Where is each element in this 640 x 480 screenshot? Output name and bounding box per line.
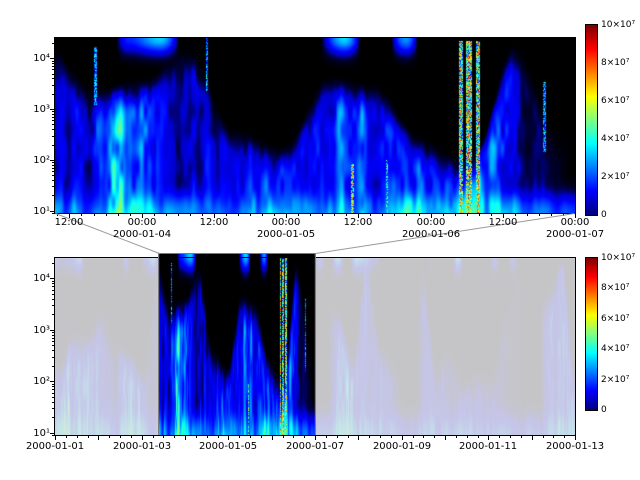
x-tick-time-label: 12:00 (199, 217, 229, 228)
x-tick-date-label: 2000-01-03 (112, 441, 172, 452)
x-tick-time-label: 12:00 (343, 217, 373, 228)
detail-heatmap (55, 38, 575, 213)
x-tick-time-label: 12:00 (54, 217, 84, 228)
colorbar-tick-label: 8×10⁷ (601, 58, 630, 68)
zoom-selection-region[interactable] (158, 253, 316, 435)
colorbar-tick-label: 6×10⁷ (601, 96, 630, 106)
colorbar-tick-label: 0 (601, 210, 607, 220)
y-tick-label: 10³ (33, 324, 50, 336)
x-tick-time-label: 00:00 (416, 217, 446, 228)
x-tick-date-label: 2000-01-05 (256, 229, 316, 240)
colorbar-tick-label: 2×10⁷ (601, 374, 630, 385)
colorbar-tick-label: 0 (601, 405, 607, 415)
x-tick-date-label: 2000-01-01 (25, 441, 85, 452)
x-tick-date-label: 2000-01-05 (198, 441, 258, 452)
y-tick-label: 10² (33, 375, 50, 387)
colorbar-tick-label: 10×10⁷ (601, 20, 636, 30)
colorbar-tick-label: 8×10⁷ (601, 283, 630, 294)
y-tick-label: 10⁴ (33, 272, 50, 284)
x-tick-date-label: 2000-01-11 (458, 441, 518, 452)
colorbar-tick-label: 6×10⁷ (601, 313, 630, 324)
x-tick-date-label: 2000-01-07 (285, 441, 345, 452)
x-tick-time-label: 00:00 (271, 217, 301, 228)
x-tick-date-label: 2000-01-04 (112, 229, 172, 240)
colorbar-tick-label: 4×10⁷ (601, 344, 630, 355)
x-tick-date-label: 2000-01-06 (401, 229, 461, 240)
y-tick-label: 10¹ (33, 205, 50, 217)
y-tick-label: 10³ (33, 103, 50, 115)
detail-colorbar (586, 25, 597, 215)
x-tick-date-label: 2000-01-07 (545, 229, 605, 240)
x-tick-date-label: 2000-01-09 (372, 441, 432, 452)
colorbar-tick-label: 2×10⁷ (601, 172, 630, 182)
x-tick-time-label: 00:00 (127, 217, 157, 228)
y-tick-label: 10¹ (33, 427, 50, 439)
x-tick-time-label: 00:00 (560, 217, 590, 228)
x-tick-time-label: 12:00 (488, 217, 518, 228)
y-tick-label: 10⁴ (33, 52, 50, 64)
colorbar-tick-label: 4×10⁷ (601, 134, 630, 144)
y-tick-label: 10² (33, 154, 50, 166)
x-tick-date-label: 2000-01-13 (545, 441, 605, 452)
context-colorbar (586, 258, 597, 410)
colorbar-tick-label: 10×10⁷ (601, 253, 636, 263)
